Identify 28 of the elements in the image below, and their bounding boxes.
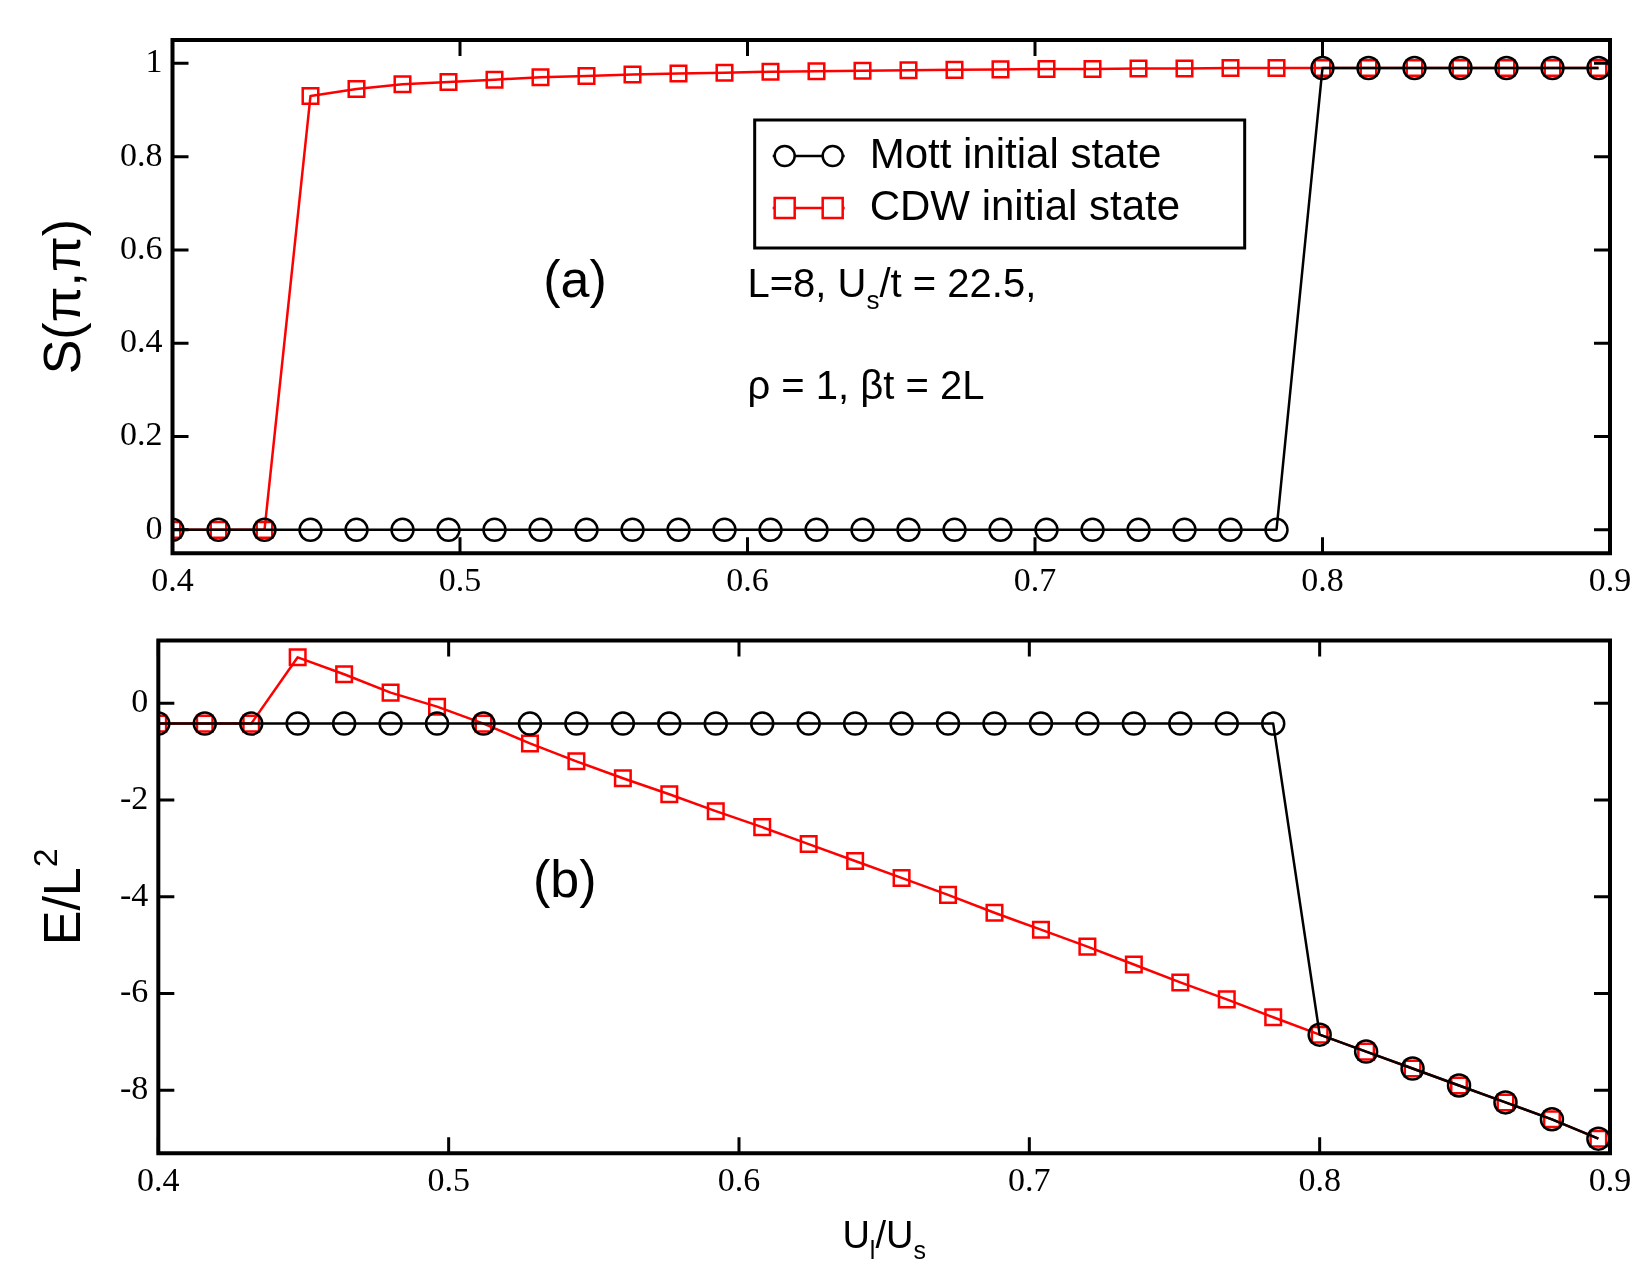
legend-label: CDW initial state <box>869 181 1181 229</box>
y-tick-label: 0.8 <box>120 135 163 173</box>
y-tick-label: 0.2 <box>120 415 163 453</box>
annotation: ρ = 1, βt = 2L <box>747 363 985 408</box>
y-tick-label: -4 <box>119 875 149 913</box>
y-tick-label: -8 <box>119 1069 149 1107</box>
y-tick-label: -2 <box>119 778 149 816</box>
x-tick-label: 0.7 <box>1008 1160 1051 1198</box>
y-tick-label: 0 <box>145 508 163 546</box>
y-axis-title: E/L2 <box>25 848 91 946</box>
x-tick-label: 0.9 <box>1588 560 1632 598</box>
y-tick-label: -6 <box>119 972 149 1010</box>
y-tick-label: 0 <box>131 682 149 720</box>
x-tick-label: 0.5 <box>438 560 482 598</box>
y-axis-title: S(π,π) <box>33 218 91 375</box>
x-tick-label: 0.5 <box>427 1160 470 1198</box>
x-tick-label: 0.7 <box>1013 560 1057 598</box>
x-tick-label: 0.6 <box>717 1160 761 1198</box>
x-tick-label: 0.8 <box>1301 560 1344 598</box>
annotation: (a) <box>543 249 607 308</box>
y-tick-label: 0.4 <box>120 322 163 360</box>
x-tick-label: 0.9 <box>1588 1160 1632 1198</box>
legend-label: Mott initial state <box>869 129 1162 177</box>
x-tick-label: 0.6 <box>726 560 769 598</box>
annotation: (b) <box>533 849 597 908</box>
y-tick-label: 0.6 <box>120 228 163 266</box>
x-tick-label: 0.8 <box>1298 1160 1341 1198</box>
y-tick-label: 1 <box>145 42 163 80</box>
